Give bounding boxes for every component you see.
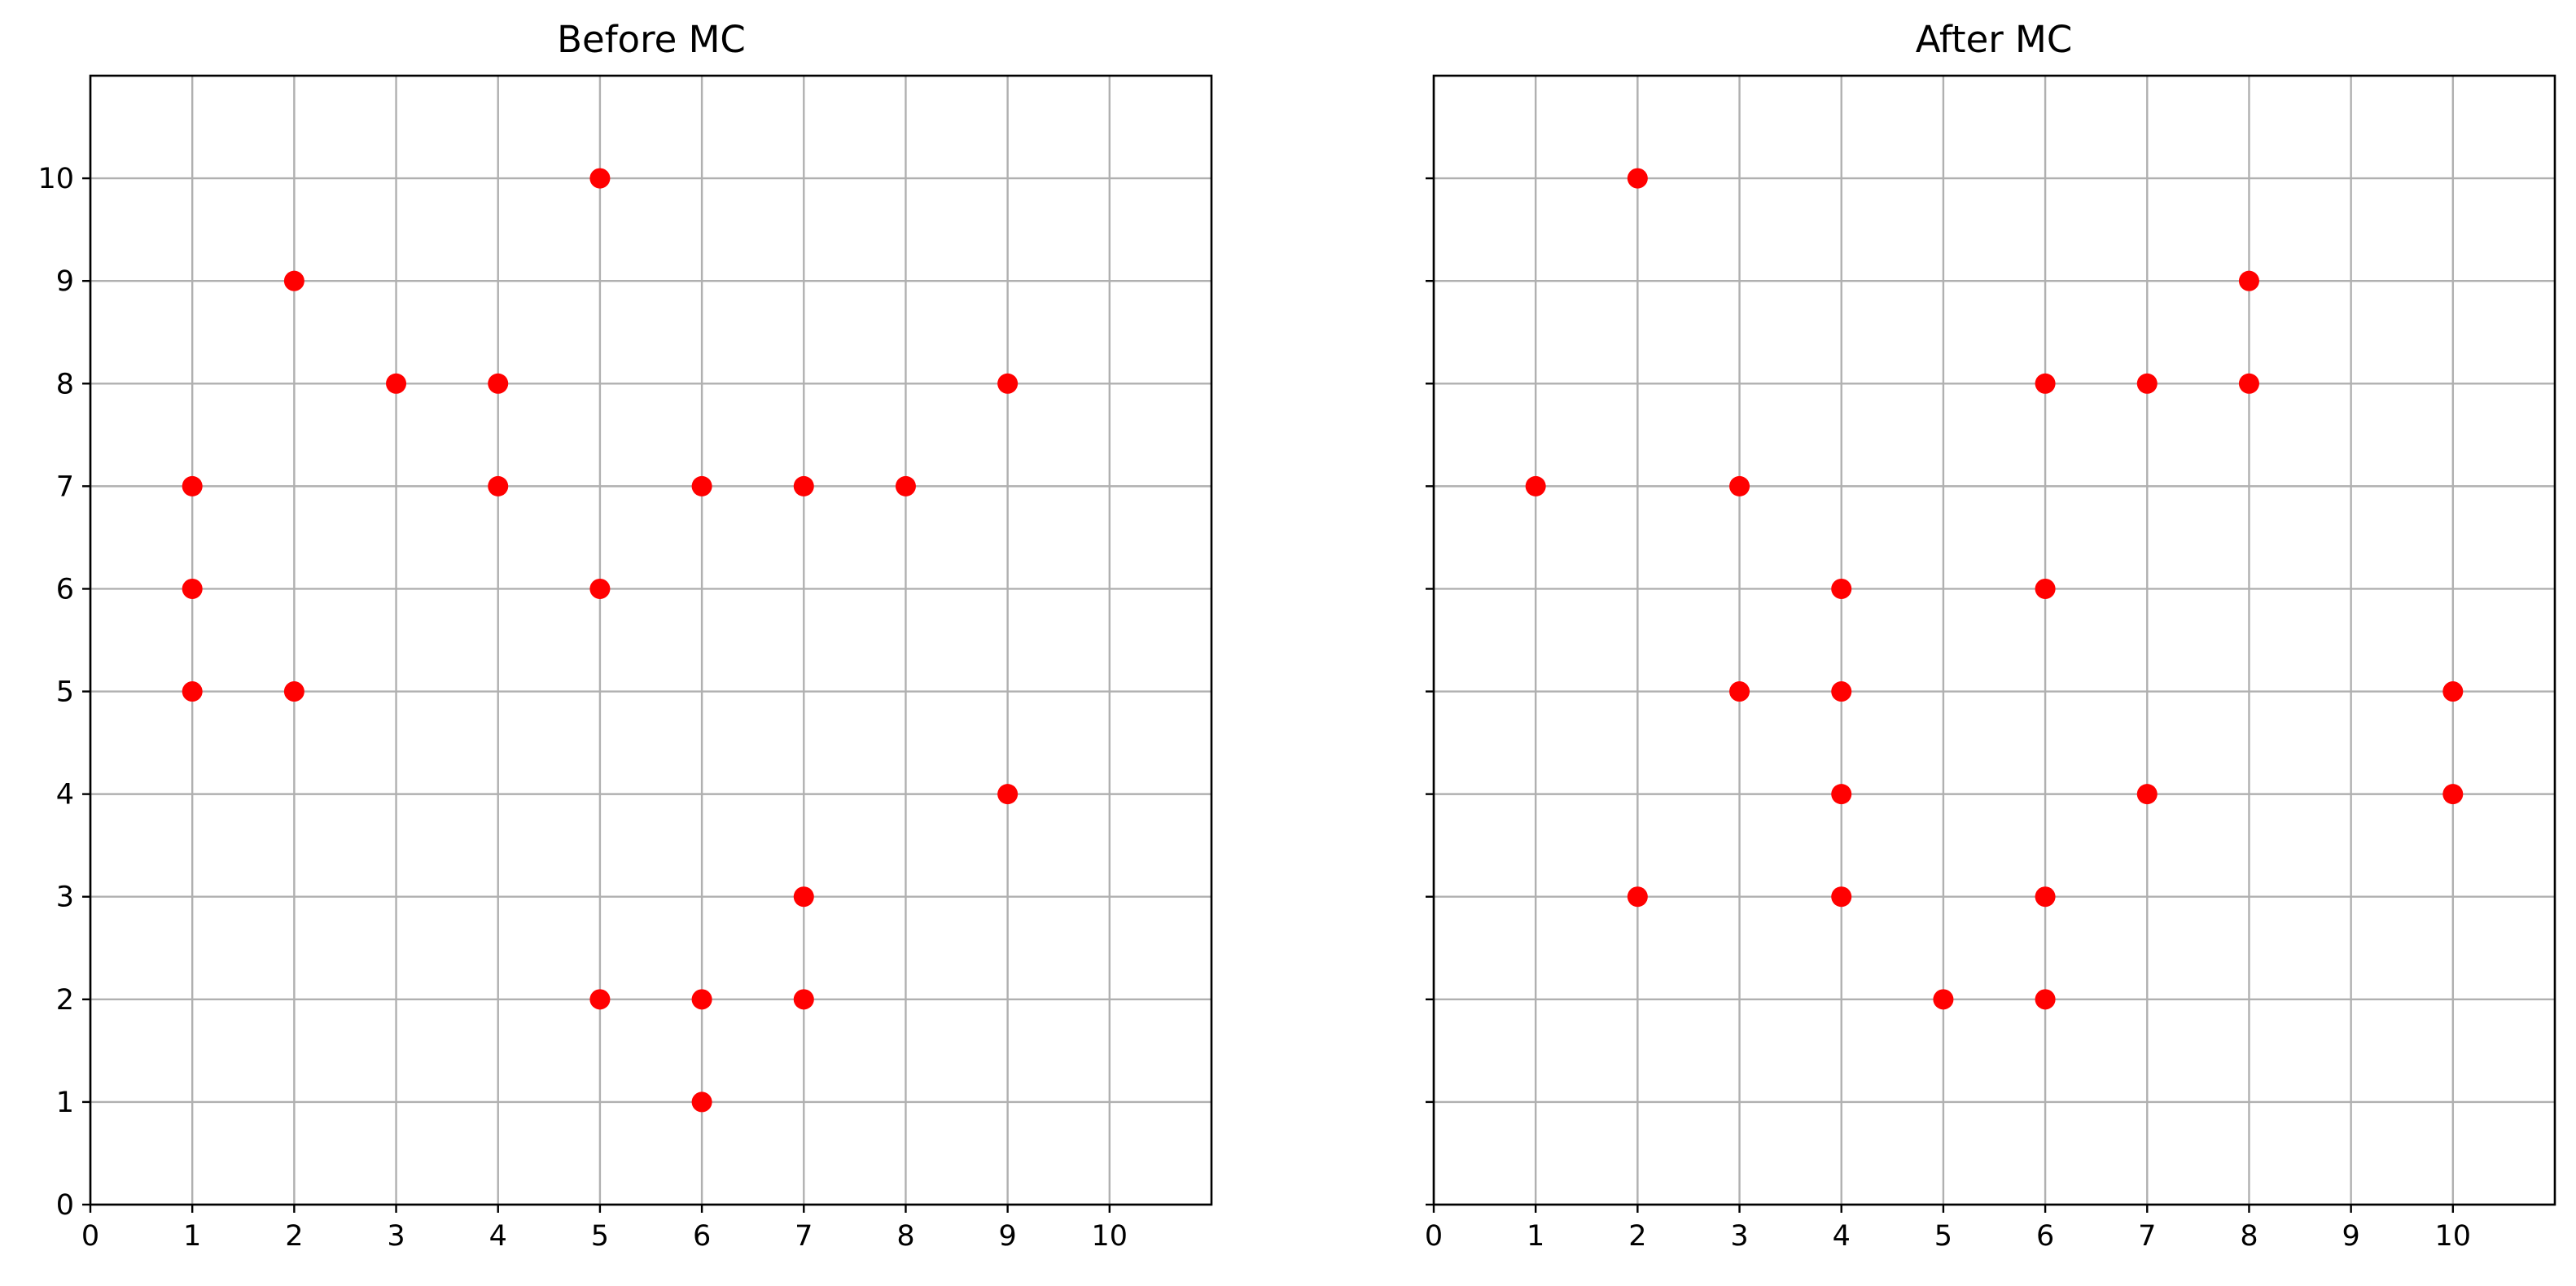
x-tick-label: 8 [896, 1220, 914, 1253]
data-point [283, 270, 304, 291]
grid-lines [1432, 76, 2555, 1206]
data-point [895, 475, 916, 496]
data-point [182, 475, 203, 496]
data-point [2035, 373, 2056, 394]
data-point [1525, 475, 1546, 496]
chart-title: Before MC [557, 18, 746, 61]
y-tick-label: 0 [56, 1189, 74, 1222]
data-point [1831, 681, 1852, 702]
x-tick-label: 9 [998, 1220, 1016, 1253]
data-point [793, 886, 814, 908]
x-tick-label: 5 [1934, 1220, 1952, 1253]
data-point [793, 989, 814, 1010]
data-point [997, 784, 1019, 805]
data-point [182, 681, 203, 702]
data-point [1831, 784, 1852, 805]
x-tick-label: 8 [2240, 1220, 2258, 1253]
data-point [1831, 886, 1852, 908]
data-point [589, 168, 611, 189]
data-point [2442, 681, 2464, 702]
y-tick-label: 10 [37, 163, 74, 195]
axes-frame [89, 74, 1213, 1206]
data-point [283, 681, 304, 702]
y-tick-label: 9 [56, 265, 74, 298]
data-point [1729, 475, 1750, 496]
chart-title: After MC [1916, 18, 2073, 61]
data-point [2136, 373, 2158, 394]
chart-panel-after: After MC 0 1 2 3 4 5 6 7 8 9 10 [1425, 18, 2556, 1253]
data-point [691, 1091, 712, 1113]
x-tick-label: 1 [183, 1220, 201, 1253]
data-point [2035, 578, 2056, 599]
x-tick-label: 3 [1730, 1220, 1748, 1253]
x-tick-label: 6 [2036, 1220, 2054, 1253]
y-tick-label: 3 [56, 881, 74, 914]
x-tick-label: 10 [1092, 1220, 1128, 1253]
data-point [691, 989, 712, 1010]
y-tick-label: 8 [56, 368, 74, 400]
data-point [589, 578, 611, 599]
x-tick-label: 2 [285, 1220, 303, 1253]
x-tick-label: 0 [1425, 1220, 1443, 1253]
data-point [2136, 784, 2158, 805]
data-point [589, 989, 611, 1010]
y-tick-label: 4 [56, 779, 74, 811]
y-tick-label: 5 [56, 676, 74, 709]
axes-frame [1432, 74, 2556, 1206]
data-point [488, 373, 509, 394]
data-point [2238, 270, 2259, 291]
data-point [1831, 578, 1852, 599]
data-point [2238, 373, 2259, 394]
x-ticks: 0 1 2 3 4 5 6 7 8 9 10 [81, 1205, 1128, 1253]
x-tick-label: 10 [2435, 1220, 2472, 1253]
x-tick-label: 0 [81, 1220, 99, 1253]
chart-panel-before: Before MC 0 1 2 3 4 5 6 7 8 9 10 0 1 2 3 4 5 6 7 8 9 10 [37, 18, 1213, 1253]
data-point [1627, 168, 1648, 189]
x-tick-label: 9 [2342, 1220, 2359, 1253]
x-tick-label: 1 [1527, 1220, 1544, 1253]
x-tick-label: 5 [591, 1220, 609, 1253]
x-tick-label: 2 [1628, 1220, 1646, 1253]
x-tick-label: 6 [693, 1220, 711, 1253]
x-tick-label: 4 [1833, 1220, 1851, 1253]
data-point [2035, 886, 2056, 908]
data-point [793, 475, 814, 496]
data-point [386, 373, 407, 394]
y-ticks [1426, 177, 1434, 1206]
x-tick-label: 7 [2138, 1220, 2156, 1253]
x-tick-label: 4 [489, 1220, 507, 1253]
data-point [691, 475, 712, 496]
x-ticks: 0 1 2 3 4 5 6 7 8 9 10 [1425, 1205, 2471, 1253]
y-ticks: 0 1 2 3 4 5 6 7 8 9 10 [37, 163, 90, 1222]
y-tick-label: 7 [56, 470, 74, 503]
data-point [182, 578, 203, 599]
data-points [1525, 168, 2464, 1010]
y-tick-label: 2 [56, 984, 74, 1017]
x-tick-label: 7 [795, 1220, 813, 1253]
data-point [2442, 784, 2464, 805]
y-tick-label: 6 [56, 573, 74, 606]
data-point [1933, 989, 1954, 1010]
data-point [1627, 886, 1648, 908]
data-point [1729, 681, 1750, 702]
data-points [182, 168, 1019, 1113]
x-tick-label: 3 [387, 1220, 405, 1253]
data-point [997, 373, 1019, 394]
data-point [488, 475, 509, 496]
grid-lines [89, 76, 1211, 1206]
data-point [2035, 989, 2056, 1010]
y-tick-label: 1 [56, 1087, 74, 1119]
